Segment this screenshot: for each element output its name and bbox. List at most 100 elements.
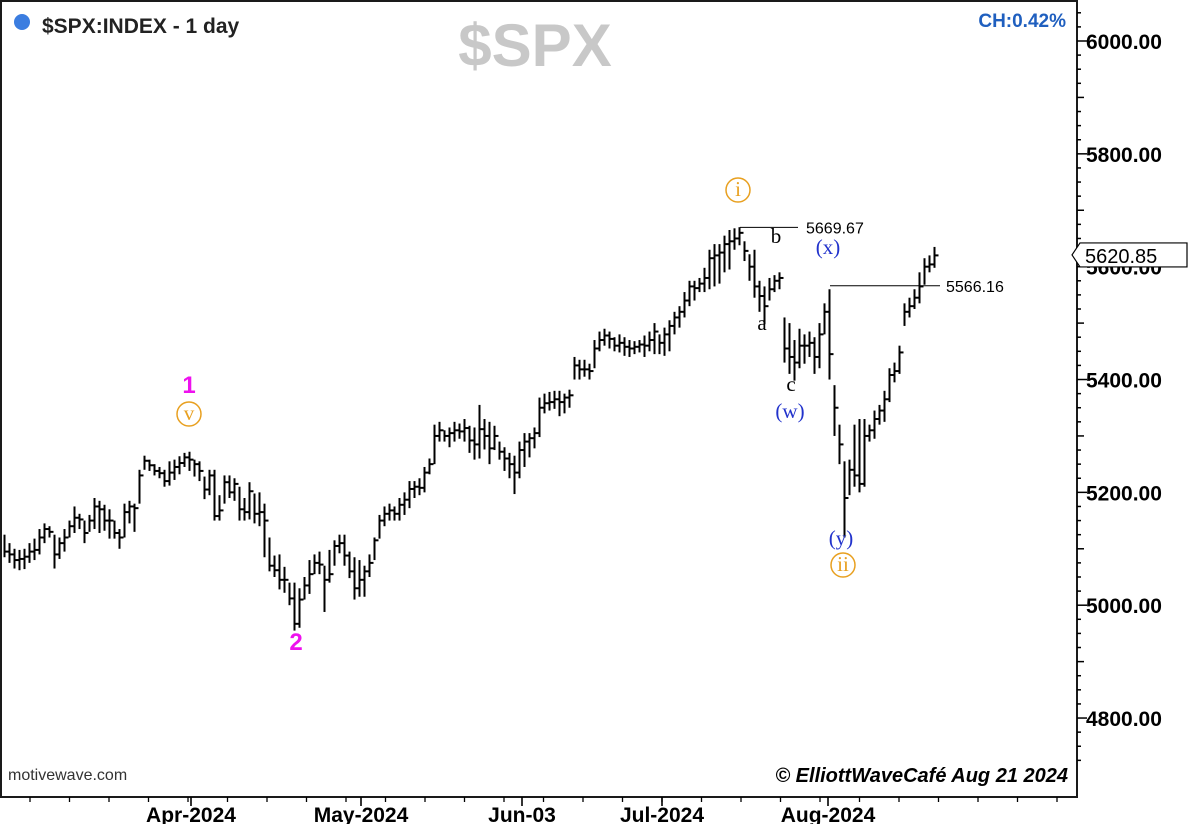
ohlc-bar <box>133 503 139 532</box>
ohlc-bar <box>803 334 809 364</box>
ohlc-bar <box>493 425 499 451</box>
ohlc-bar <box>578 359 584 380</box>
x-tick-label: Jul-2024 <box>620 804 704 824</box>
x-tick-label: May-2024 <box>314 804 409 824</box>
y-tick-label: 4800.00 <box>1086 708 1162 731</box>
ohlc-bar <box>853 424 859 487</box>
ohlc-bar <box>123 503 129 538</box>
chart-title: $SPX:INDEX - 1 day <box>42 15 240 38</box>
ohlc-bar <box>713 244 719 287</box>
x-tick-label: Apr-2024 <box>146 804 236 824</box>
ohlc-bar <box>328 549 334 583</box>
ohlc-bar <box>103 504 109 531</box>
wave-labels: 1v 2 i a b c (w) (x) (y)ii <box>176 177 856 656</box>
y-axis: 4800.005000.005200.005400.005600.005800.… <box>1077 12 1162 762</box>
ohlc-bar <box>383 506 389 527</box>
price-levels: 5669.67 5566.16 <box>740 220 1004 296</box>
ohlc-bar <box>613 337 619 352</box>
ohlc-bar <box>668 320 674 352</box>
ohlc-bar <box>18 549 24 571</box>
ohlc-bar <box>768 277 774 301</box>
ohlc-bar <box>533 427 539 449</box>
ohlc-bar <box>678 306 684 328</box>
ohlc-bar <box>868 424 874 442</box>
ohlc-bar <box>733 228 739 250</box>
ohlc-bar <box>223 475 229 504</box>
ohlc-bar <box>208 469 214 496</box>
ohlc-bar <box>448 427 454 448</box>
ohlc-bar <box>698 277 704 293</box>
ohlc-bar <box>228 475 234 499</box>
ohlc-bar <box>238 486 244 521</box>
ohlc-bar <box>468 425 474 453</box>
ohlc-bar <box>283 566 289 593</box>
level-label: 5566.16 <box>946 279 1004 296</box>
ohlc-bar <box>363 565 369 597</box>
ohlc-bar <box>753 249 759 298</box>
ohlc-bar <box>393 506 399 521</box>
ohlc-bar <box>483 419 489 450</box>
ohlc-bar <box>608 331 614 349</box>
ohlc-bar <box>338 534 344 554</box>
ohlc-bar <box>333 540 339 566</box>
ohlc-bar <box>413 481 419 499</box>
ohlc-bar <box>773 275 779 293</box>
y-tick-label: 5800.00 <box>1086 144 1162 167</box>
ohlc-bar <box>178 456 184 475</box>
wave-label: (x) <box>816 235 841 259</box>
ohlc-bar <box>903 303 909 326</box>
wave-label: (w) <box>775 399 804 423</box>
ohlc-bar <box>758 280 764 312</box>
ohlc-bar <box>278 554 284 590</box>
ohlc-bar <box>93 498 99 530</box>
ohlc-bar <box>98 500 104 533</box>
y-tick-label: 5000.00 <box>1086 595 1162 618</box>
ohlc-bar <box>68 520 74 538</box>
ohlc-bar <box>763 286 769 325</box>
ohlc-bar <box>473 427 479 460</box>
ohlc-bar <box>53 534 59 569</box>
ohlc-bar <box>498 441 504 460</box>
ohlc-bar <box>373 537 379 561</box>
wave-label: v <box>184 401 195 425</box>
ohlc-bar <box>403 492 409 515</box>
ohlc-bar <box>3 534 9 558</box>
wave-label: (y) <box>829 526 854 550</box>
ohlc-bar <box>423 466 429 493</box>
ohlc-bar <box>563 393 569 414</box>
ohlc-bar <box>158 466 164 479</box>
ohlc-bar <box>218 495 224 521</box>
ohlc-bar <box>643 335 649 357</box>
ohlc-bar <box>663 327 669 356</box>
ohlc-bar <box>43 523 49 544</box>
ohlc-bar <box>408 481 414 509</box>
ohlc-bar <box>893 362 899 383</box>
ohlc-bar <box>653 323 659 355</box>
ohlc-bar <box>298 588 304 628</box>
x-tick-label: Aug-2024 <box>781 804 876 824</box>
ohlc-bar <box>83 520 89 544</box>
ohlc-bar <box>168 461 174 486</box>
ohlc-bar <box>318 551 324 575</box>
ohlc-bar <box>683 292 689 318</box>
wave-label: 1 <box>182 372 195 399</box>
plot-frame <box>0 0 1078 798</box>
copyright-label: © ElliottWaveCafé Aug 21 2024 <box>775 765 1068 787</box>
wave-circle <box>176 401 202 427</box>
y-tick-label: 6000.00 <box>1086 31 1162 54</box>
ohlc-bar <box>313 554 319 575</box>
ohlc-bar <box>353 557 359 600</box>
ohlc-bar <box>78 513 84 530</box>
symbol-watermark: $SPX <box>458 12 611 79</box>
ohlc-bar <box>848 459 854 496</box>
ohlc-bar <box>438 421 444 442</box>
ohlc-bar <box>553 390 559 409</box>
ohlc-bar <box>858 419 864 493</box>
ohlc-bar <box>548 391 554 411</box>
ohlc-bar <box>63 529 69 552</box>
ohlc-bar <box>623 337 629 356</box>
ohlc-bar <box>38 529 44 555</box>
x-tick-label: Jun-03 <box>488 804 556 824</box>
